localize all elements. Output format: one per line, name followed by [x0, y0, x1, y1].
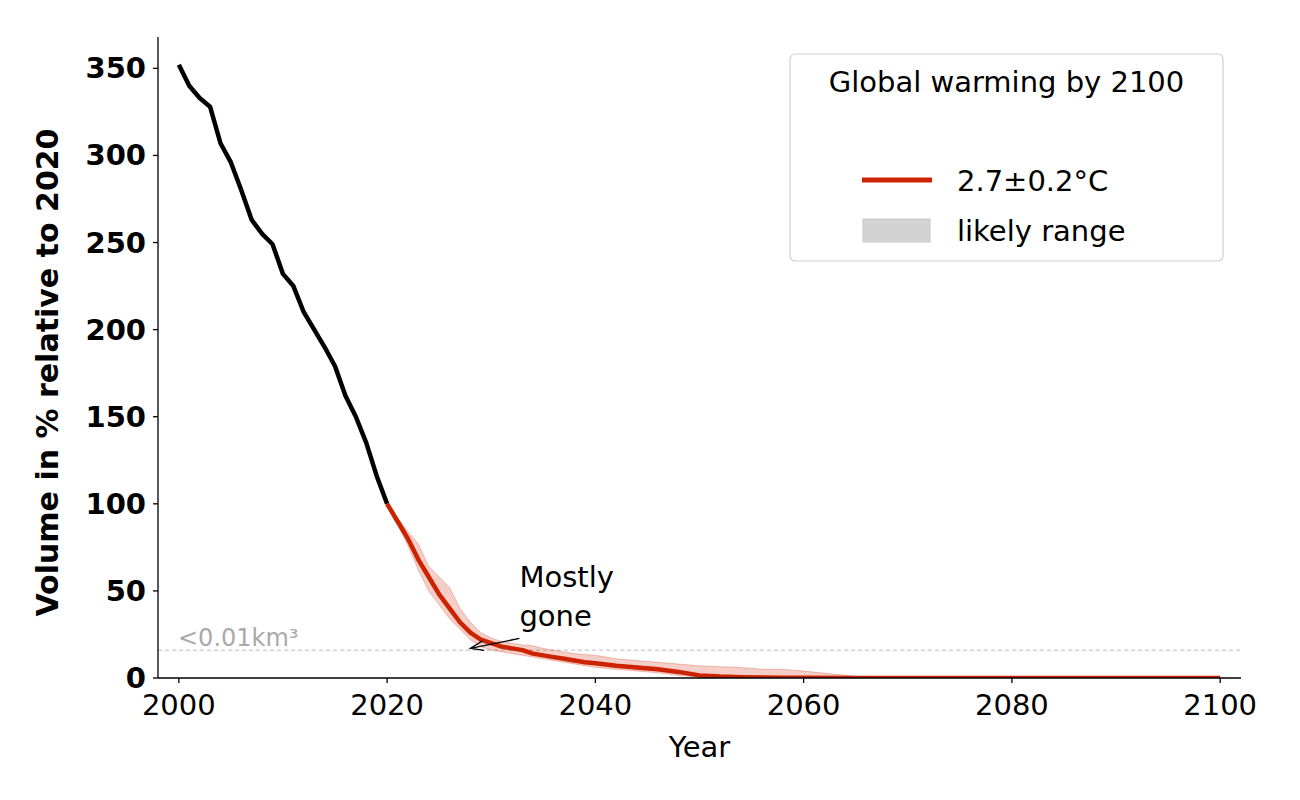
threshold-label: <0.01km³: [178, 624, 298, 652]
y-tick: [153, 677, 158, 678]
chart: 2000 2020 2040 2060 2080 2100 0 50 100 150 200 250 3…: [0, 0, 1300, 800]
legend-title: Global warming by 2100: [829, 65, 1185, 99]
y-tick-label: 350: [85, 51, 146, 85]
y-tick: [153, 242, 158, 243]
series-line: [179, 65, 387, 504]
y-tick: [153, 68, 158, 69]
y-tick: [153, 329, 158, 330]
annotation-text: Mostly gone: [519, 560, 613, 633]
x-tick: [1220, 678, 1221, 683]
legend-box: [790, 54, 1223, 261]
x-tick-label: 2100: [1183, 688, 1257, 722]
x-tick: [178, 678, 179, 683]
annotation-arrow: [470, 638, 519, 650]
x-tick-label: 2080: [975, 688, 1049, 722]
annotation-line: Mostly: [519, 560, 613, 594]
arrow-head: [470, 641, 484, 650]
x-tick: [595, 678, 596, 683]
y-tick-label: 0: [126, 661, 146, 695]
legend-swatch: [863, 219, 930, 242]
y-axis-line: [157, 37, 158, 678]
y-tick-label: 150: [85, 400, 146, 434]
x-axis-label: Year: [668, 730, 730, 764]
y-tick-label: 250: [85, 226, 146, 260]
x-tick: [1011, 678, 1012, 683]
legend: Global warming by 2100 2.7±0.2°C likely ra…: [790, 54, 1223, 261]
y-tick: [153, 155, 158, 156]
legend-label: 2.7±0.2°C: [957, 164, 1108, 198]
legend-swatch: [862, 178, 932, 183]
y-tick-label: 300: [85, 138, 146, 172]
series-line: [387, 504, 1220, 678]
x-tick-label: 2040: [558, 688, 632, 722]
x-tick-label: 2060: [767, 688, 841, 722]
y-axis-label: Volume in % relative to 2020: [30, 129, 65, 617]
y-tick-label: 100: [85, 487, 146, 521]
x-axis-line: [158, 677, 1241, 678]
legend-label: likely range: [957, 214, 1125, 248]
y-tick-label: 50: [106, 574, 146, 608]
annotation-line: gone: [519, 599, 591, 633]
threshold-line: [158, 650, 1241, 651]
x-tick-label: 2000: [142, 688, 216, 722]
y-tick: [153, 416, 158, 417]
y-tick: [153, 503, 158, 504]
x-tick: [386, 678, 387, 683]
x-tick-label: 2020: [350, 688, 424, 722]
likely-range-band: [387, 504, 1220, 678]
y-tick: [153, 590, 158, 591]
y-tick-label: 200: [85, 313, 146, 347]
x-tick: [803, 678, 804, 683]
